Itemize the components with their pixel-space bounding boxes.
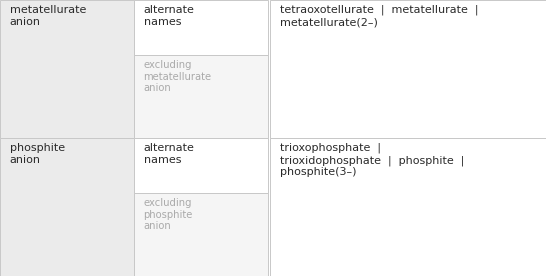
Bar bbox=[134, 0, 268, 55]
Bar bbox=[0, 138, 134, 276]
Bar bbox=[134, 193, 268, 276]
Text: phosphite
anion: phosphite anion bbox=[10, 143, 65, 164]
Text: tetraoxotellurate  |  metatellurate  |
metatellurate(2–): tetraoxotellurate | metatellurate | meta… bbox=[280, 5, 479, 27]
Text: excluding
metatellurate
anion: excluding metatellurate anion bbox=[144, 60, 212, 93]
Text: excluding
phosphite
anion: excluding phosphite anion bbox=[144, 198, 193, 231]
Bar bbox=[134, 55, 268, 138]
Bar bbox=[270, 138, 546, 276]
Text: metatellurate
anion: metatellurate anion bbox=[10, 5, 86, 26]
Text: trioxophosphate  |
trioxidophosphate  |  phosphite  |
phosphite(3–): trioxophosphate | trioxidophosphate | ph… bbox=[280, 143, 465, 177]
Bar bbox=[270, 0, 546, 138]
Bar bbox=[0, 0, 134, 138]
Text: alternate
names: alternate names bbox=[144, 5, 194, 26]
Text: alternate
names: alternate names bbox=[144, 143, 194, 164]
Bar bbox=[134, 138, 268, 193]
